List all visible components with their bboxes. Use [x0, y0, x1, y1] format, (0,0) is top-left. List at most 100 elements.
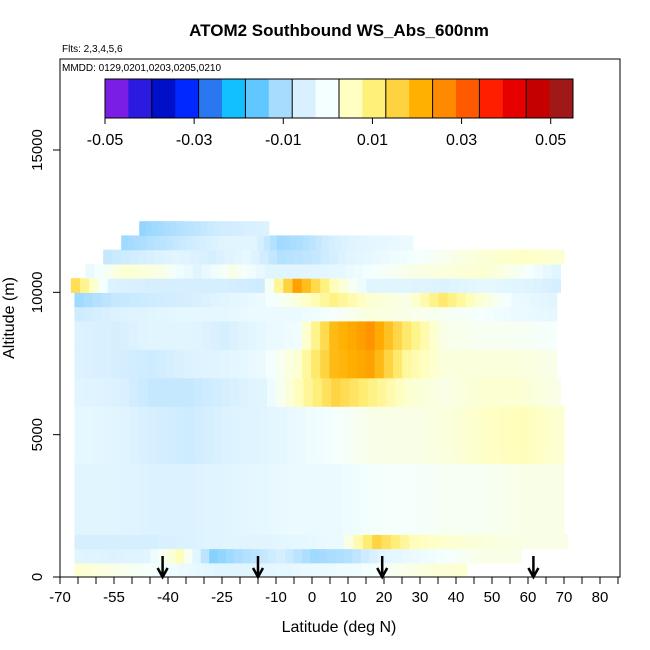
heatmap-cell	[240, 463, 251, 535]
heatmap-cell	[316, 534, 327, 550]
heatmap-cell	[283, 562, 293, 577]
heatmap-cell	[416, 249, 426, 265]
chart-title: ATOM2 Southbound WS_Abs_600nm	[189, 21, 489, 40]
heatmap-cell	[203, 463, 214, 535]
heatmap-cell	[356, 292, 367, 308]
heatmap-cell	[83, 463, 94, 535]
heatmap-cell	[351, 406, 362, 464]
heatmap-cell	[333, 406, 343, 464]
heatmap-cell	[471, 406, 482, 464]
heatmap-cell	[157, 406, 168, 464]
heatmap-cell	[483, 320, 494, 350]
heatmap-cell	[355, 249, 365, 265]
heatmap-cell	[202, 377, 213, 407]
heatmap-cell	[372, 263, 382, 279]
heatmap-cell	[260, 534, 271, 550]
heatmap-cell	[166, 377, 176, 407]
heatmap-cell	[210, 320, 221, 350]
heatmap-cell	[229, 306, 239, 322]
heatmap-cell	[449, 278, 460, 293]
heatmap-cell	[318, 263, 328, 279]
heatmap-cell	[179, 562, 189, 577]
heatmap-cell	[196, 562, 206, 577]
heatmap-cell	[447, 306, 458, 322]
heatmap-cell	[515, 263, 526, 279]
heatmap-cell	[310, 548, 320, 564]
heatmap-cell	[539, 534, 550, 550]
heatmap-cell	[346, 249, 356, 265]
heatmap-cell	[402, 349, 412, 379]
heatmap-cell	[429, 306, 440, 322]
heatmap-cell	[327, 562, 337, 577]
heatmap-cell	[344, 562, 355, 577]
heatmap-cell	[218, 235, 226, 251]
heatmap-cell	[311, 320, 321, 350]
x-tick-label: 40	[448, 589, 465, 606]
heatmap-cell	[520, 306, 531, 322]
heatmap-cell	[141, 548, 151, 564]
heatmap-cell	[392, 292, 403, 308]
heatmap-cell	[351, 463, 362, 535]
heatmap-cell	[232, 534, 243, 550]
heatmap-cell	[365, 292, 376, 308]
heatmap-cell	[455, 534, 466, 550]
heatmap-cell	[434, 406, 445, 464]
heatmap-cell	[242, 249, 252, 265]
colorbar-swatch	[362, 79, 387, 118]
heatmap-cell	[440, 278, 451, 293]
heatmap-cell	[251, 249, 261, 265]
heatmap-cell	[541, 278, 552, 293]
heatmap-cell	[240, 406, 251, 464]
heatmap-cell	[249, 406, 260, 464]
heatmap-cell	[264, 278, 275, 293]
heatmap-cell	[468, 278, 478, 293]
heatmap-cell	[92, 320, 103, 350]
y-tick-label: 15000	[29, 129, 46, 171]
heatmap-cell	[474, 349, 485, 379]
heatmap-cell	[338, 292, 349, 308]
heatmap-cell	[83, 292, 94, 308]
heatmap-cell	[129, 349, 139, 379]
heatmap-cell	[474, 320, 485, 350]
heatmap-cell	[362, 534, 373, 550]
heatmap-cell	[354, 263, 364, 279]
heatmap-cell	[70, 278, 81, 293]
heatmap-cell	[238, 320, 248, 350]
heatmap-cell	[283, 349, 294, 379]
heatmap-cell	[231, 235, 239, 251]
heatmap-cell	[239, 377, 250, 407]
x-tick-label: 20	[376, 589, 393, 606]
heatmap-cell	[156, 292, 167, 308]
heatmap-cell	[120, 406, 131, 464]
heatmap-cell	[116, 548, 126, 564]
heatmap-cell	[517, 463, 528, 535]
heatmap-cell	[158, 548, 168, 564]
x-tick-label: 50	[484, 589, 501, 606]
heatmap-cell	[397, 562, 407, 577]
heatmap-cell	[367, 377, 378, 407]
heatmap-cell	[428, 548, 438, 564]
heatmap-cell	[266, 562, 276, 577]
heatmap-cell	[210, 263, 221, 279]
heatmap-cell	[402, 292, 412, 308]
heatmap-cell	[506, 263, 517, 279]
heatmap-cell	[357, 278, 368, 293]
heatmap-cell	[146, 249, 156, 265]
heatmap-cell	[381, 263, 391, 279]
heatmap-cell	[523, 278, 534, 293]
heatmap-cell	[483, 349, 494, 379]
x-axis-label: Latitude (deg N)	[282, 619, 397, 636]
heatmap-cell	[231, 562, 241, 577]
heatmap-cell	[237, 278, 247, 293]
heatmap-cell	[256, 320, 267, 350]
heatmap-cell	[139, 263, 149, 279]
heatmap-cell	[174, 349, 185, 379]
heatmap-cell	[276, 377, 286, 407]
colorbar-tick-label: 0.03	[446, 132, 477, 149]
heatmap-cell	[474, 292, 485, 308]
heatmap-cell	[274, 278, 284, 293]
heatmap-cell	[406, 406, 417, 464]
heatmap-cell	[283, 292, 294, 308]
heatmap-cell	[429, 320, 440, 350]
heatmap-cell	[120, 463, 131, 535]
